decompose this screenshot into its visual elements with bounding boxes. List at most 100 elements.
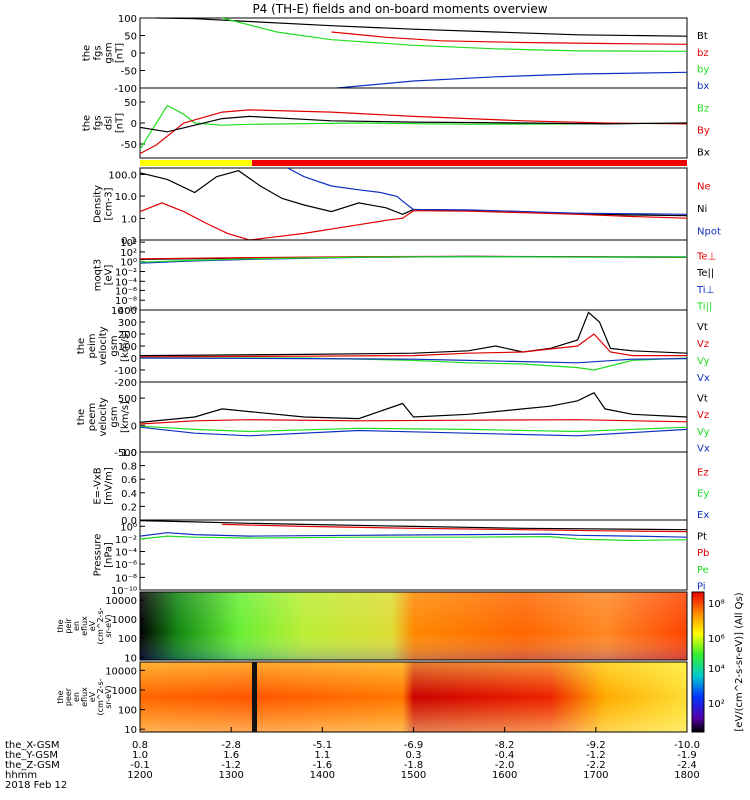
ylabel-line: dsl <box>104 116 115 130</box>
legend-by: by <box>697 64 709 75</box>
ylabel-line: sr-eV) <box>104 614 113 637</box>
panel-frame-pressure <box>139 519 688 591</box>
ylabel-line: [eV] <box>104 265 115 286</box>
series-Pb <box>222 523 688 533</box>
ytick-label: 10⁻⁴ <box>115 277 137 288</box>
xrow-value: 1600 <box>492 770 517 781</box>
ylabel-line: Density <box>93 185 104 223</box>
ylabel-line: eflux <box>80 687 89 707</box>
ylabel-line: [cm-3] <box>104 187 115 220</box>
ylabel-line: the <box>56 619 65 632</box>
legend-Vt: Vt <box>697 394 708 405</box>
xrow-value: -1.2 <box>221 760 241 771</box>
xrow-value: -0.1 <box>130 760 150 771</box>
legend-Te||: Te|| <box>696 268 714 279</box>
panel-density: 100.0 10.0 1.0 0.1 Density [cm-3] Ne Ni Npot <box>93 167 721 247</box>
ytick-label: 1000 <box>112 615 137 626</box>
xrow-value: -2.4 <box>677 760 697 771</box>
ylabel-line: the <box>82 45 93 61</box>
ylabel-line: [km/s] <box>120 401 131 433</box>
series-Ne <box>139 202 688 241</box>
ytick-label: 100 <box>118 634 137 645</box>
legend-Ne: Ne <box>697 182 711 193</box>
mode-bar-yellow <box>140 160 252 166</box>
ylabel-line: en <box>72 621 81 631</box>
ylabel-peer: the peer en eflux eV (cm^2-s-sr-eV) <box>56 678 113 715</box>
xrow-value: -8.2 <box>495 740 515 751</box>
legend-Npot: Npot <box>697 227 721 238</box>
ytick-label: 1.0 <box>121 214 137 225</box>
colorbar: 10⁸ 10⁶ 10⁴ 10² [eV/(cm^2-s-sr-eV)] (All Qs) <box>691 591 745 733</box>
panel-pressure: 10⁰ 10⁻² 10⁻⁴10⁻⁶ 10⁻⁸ 10⁻¹⁰ Pressure [nPa] Pt P… <box>93 519 709 597</box>
xrow-value: 1500 <box>401 770 426 781</box>
panel-efield: 1.0 0.8 0.6 0.4 0.2 0.0 E=-VxB [mV/m] Ez Ey Ex <box>93 448 710 527</box>
xrow-value: 1700 <box>583 770 608 781</box>
ytick-label: 10⁻⁸ <box>115 296 137 307</box>
ylabel-line: fgs <box>93 115 104 130</box>
series-By <box>139 109 688 155</box>
series-Vx <box>139 426 688 437</box>
ytick-label: 10² <box>120 248 137 259</box>
xrow-value: 1200 <box>127 770 152 781</box>
ylabel-line: eV <box>88 620 97 631</box>
series-Vy <box>139 425 688 433</box>
legend-Bt: Bt <box>697 31 708 42</box>
legend-Vy: Vy <box>697 427 710 438</box>
ylabel-line: gsm <box>109 406 120 427</box>
series-Bx <box>139 115 688 133</box>
xrow-value: 1800 <box>674 770 699 781</box>
ylabel-line: peem <box>87 403 98 431</box>
ytick-label: -50 <box>121 67 137 78</box>
panel-peem: 500 0 -500 the peem velocity gsm [km/s] Vt Vz Vy Vx <box>76 381 710 459</box>
ylabel-line: fgs <box>93 45 104 60</box>
x-axis-labels: the_X-GSM 0.8 -2.8 -5.1 -6.9 -8.2 -9.2 -10.0 the… <box>5 727 700 791</box>
series-Vz <box>139 419 688 425</box>
ytick-label: 10⁻¹⁰ <box>111 586 137 597</box>
ytick-label: 10⁰ <box>120 522 137 533</box>
xrow-label: the_Y-GSM <box>5 750 58 761</box>
ylabel-peim: the peim velocity gsm [km/s] <box>76 326 131 365</box>
ytick-label: 100.0 <box>108 170 137 181</box>
ytick-label: 0.2 <box>121 502 137 513</box>
mode-bar <box>140 160 687 166</box>
ytick-label: 10⁰ <box>120 258 137 269</box>
panel-frame-moqt3 <box>139 239 688 311</box>
series-by <box>221 17 688 52</box>
spectrogram-frame <box>139 591 688 661</box>
ylabel-line: E=-VxB <box>93 467 104 504</box>
ylabel-line: Pressure <box>93 534 104 577</box>
ytick-label: 0 <box>131 354 137 365</box>
ylabel-line: en <box>72 692 81 702</box>
legend-Ex: Ex <box>697 510 709 521</box>
ylabel-line: peer <box>64 687 73 706</box>
xrow-value: 1300 <box>218 770 243 781</box>
ylabel-line: velocity <box>98 397 109 436</box>
ylabel-line: gsm <box>109 335 120 356</box>
legend-Pi: Pi <box>697 582 706 593</box>
ylabel-peir: the peir en eflux eV (cm^2-s-sr-eV) <box>56 607 113 644</box>
legend-Ez: Ez <box>697 467 709 478</box>
xrow-value: 1.1 <box>314 750 330 761</box>
ytick-label: 0.6 <box>121 475 137 486</box>
spectrogram-shade <box>140 592 687 660</box>
legend-Vt: Vt <box>697 322 708 333</box>
ylabel-line: eflux <box>80 616 89 636</box>
ytick-label: -50 <box>121 140 137 151</box>
ytick-label: 200 <box>118 330 137 341</box>
series-Pe <box>139 535 688 542</box>
spectrogram-peer: 10000 1000 100 10 the peer en eflux eV (cm^2-s-sr… <box>56 661 688 736</box>
series-Pt <box>139 520 688 531</box>
ytick-label: -100 <box>114 84 137 95</box>
ytick-label: 50 <box>124 98 137 109</box>
ylabel-line: moqt3 <box>93 259 104 292</box>
xrow-label: the_Z-GSM <box>5 760 60 771</box>
xrow-value: 0.3 <box>406 750 422 761</box>
ytick-label: 1.0 <box>121 448 137 459</box>
xrow-value: -0.4 <box>495 750 515 761</box>
ytick-label: 1000 <box>112 686 137 697</box>
ytick-label: 10⁻⁶ <box>115 286 137 297</box>
panel-frame-fgs-gsm <box>139 17 688 89</box>
ylabel-line: the <box>76 338 87 354</box>
xrow-value: -2.8 <box>221 740 241 751</box>
